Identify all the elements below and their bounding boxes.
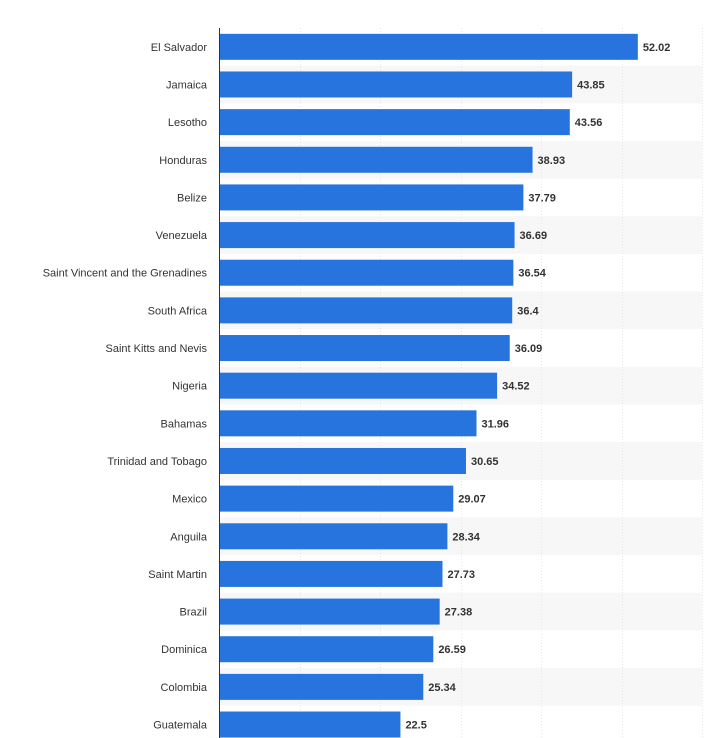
bar[interactable] (219, 372, 498, 399)
category-label: Trinidad and Tobago (107, 456, 207, 468)
bar[interactable] (219, 222, 515, 249)
value-label: 29.07 (458, 494, 486, 506)
value-label: 36.4 (517, 305, 539, 317)
category-labels: El Salvador Jamaica Lesotho Honduras Belize V… (43, 42, 208, 732)
category-label: Saint Martin (148, 569, 207, 581)
bar[interactable] (219, 598, 440, 625)
bar[interactable] (219, 335, 510, 362)
value-label: 36.54 (518, 268, 546, 280)
value-label: 52.02 (643, 42, 671, 54)
value-labels: 52.02 43.85 43.56 38.93 37.79 36.69 36.54 36.4 3… (405, 42, 670, 732)
value-label: 26.59 (438, 644, 466, 656)
category-label: Colombia (161, 682, 208, 694)
bar[interactable] (219, 447, 466, 474)
bar[interactable] (219, 673, 424, 700)
category-label: Guatemala (153, 720, 208, 732)
value-label: 28.34 (452, 531, 480, 543)
bar[interactable] (219, 259, 514, 286)
value-label: 34.52 (502, 381, 530, 393)
category-label: Bahamas (161, 418, 208, 430)
value-label: 36.09 (515, 343, 543, 355)
bar[interactable] (219, 184, 524, 211)
category-label: Honduras (159, 155, 207, 167)
category-label: Lesotho (168, 117, 207, 129)
bar[interactable] (219, 523, 448, 550)
value-label: 36.69 (520, 230, 548, 242)
value-label: 27.73 (447, 569, 475, 581)
value-label: 38.93 (538, 155, 566, 167)
bar[interactable] (219, 109, 570, 136)
value-label: 25.34 (428, 682, 456, 694)
category-label: Venezuela (156, 230, 208, 242)
bar[interactable] (219, 560, 443, 587)
bar[interactable] (219, 711, 401, 738)
value-label: 27.38 (445, 607, 473, 619)
bar[interactable] (219, 71, 573, 98)
category-label: El Salvador (151, 42, 208, 54)
category-label: Brazil (179, 607, 207, 619)
bar[interactable] (219, 485, 454, 512)
value-label: 31.96 (482, 418, 510, 430)
bar[interactable] (219, 33, 638, 60)
value-label: 43.85 (577, 79, 605, 91)
category-label: Saint Vincent and the Grenadines (43, 268, 208, 280)
category-label: Saint Kitts and Nevis (106, 343, 208, 355)
category-label: Belize (177, 192, 207, 204)
bar[interactable] (219, 410, 477, 437)
value-label: 30.65 (471, 456, 499, 468)
value-label: 22.5 (405, 720, 426, 732)
category-label: Dominica (161, 644, 208, 656)
category-label: Nigeria (172, 381, 208, 393)
value-label: 43.56 (575, 117, 603, 129)
category-label: Anguila (170, 531, 208, 543)
bar[interactable] (219, 297, 513, 324)
bar[interactable] (219, 636, 434, 663)
bars (219, 33, 638, 738)
category-label: Mexico (172, 494, 207, 506)
category-label: Jamaica (166, 79, 208, 91)
value-label: 37.79 (528, 192, 556, 204)
bar[interactable] (219, 146, 533, 173)
category-label: South Africa (148, 305, 208, 317)
